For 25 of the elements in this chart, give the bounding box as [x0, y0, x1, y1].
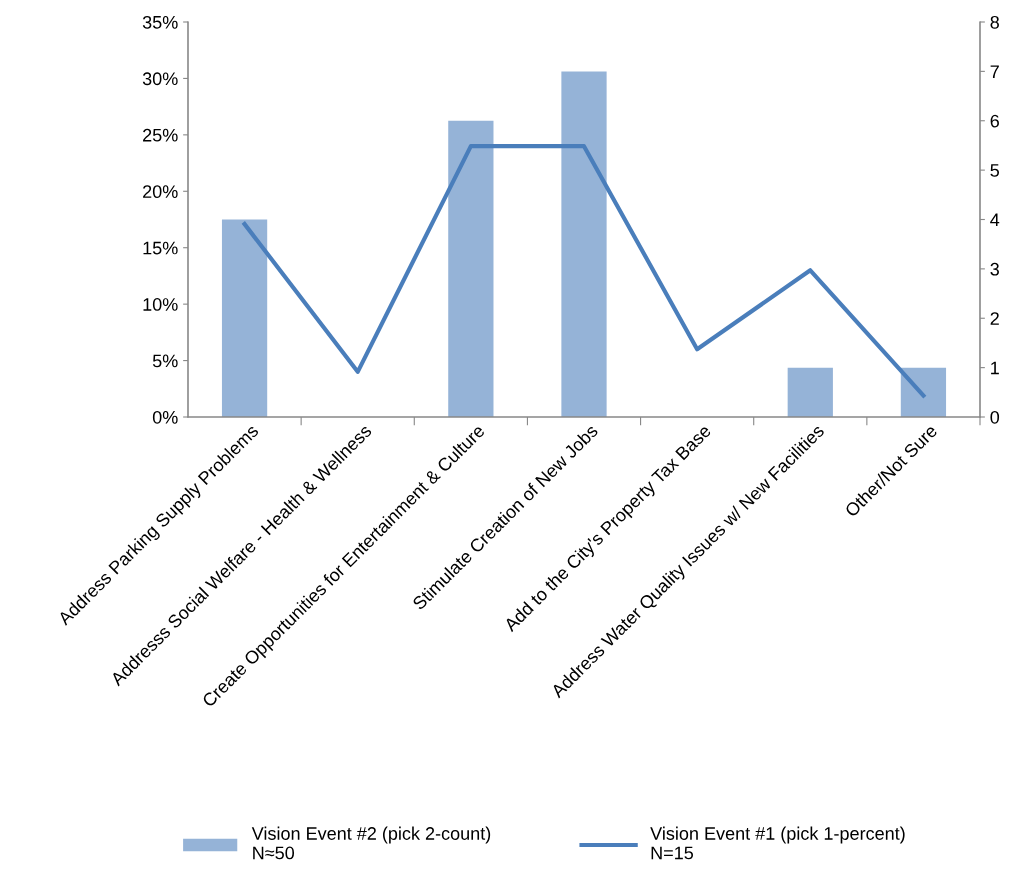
y-tick-label: 10%: [143, 298, 178, 311]
y2-tick-label: 5: [990, 164, 1000, 177]
y2-tick-label: 8: [990, 15, 999, 29]
y2-tick-label: 1: [991, 361, 999, 375]
y-tick-label: 25%: [143, 128, 178, 142]
y-tick-label: 20%: [143, 185, 178, 199]
legend-label: Vision Event #1 (pick 1-percent) N=15: [650, 826, 905, 860]
bar: [787, 367, 833, 417]
bar: [221, 219, 268, 417]
y2-tick-label: 4: [990, 213, 1000, 227]
legend-label: Vision Event #2 (pick 2-count) N≈50: [251, 826, 491, 860]
line-series: [242, 144, 926, 398]
y-tick-label: 30%: [142, 72, 178, 86]
y-tick-label: 35%: [142, 15, 178, 29]
bar: [448, 120, 494, 417]
y2-tick-label: 6: [990, 114, 999, 128]
y-tick-label: 5%: [152, 354, 178, 368]
bar: [900, 367, 947, 417]
y2-tick-label: 3: [990, 262, 999, 276]
y-tick-label: 0%: [152, 410, 178, 424]
y2-tick-label: 2: [990, 312, 999, 325]
y2-tick-label: 0: [990, 410, 1000, 424]
y2-tick-label: 7: [990, 65, 999, 78]
bar: [561, 71, 607, 417]
y-tick-label: 15%: [143, 241, 178, 255]
